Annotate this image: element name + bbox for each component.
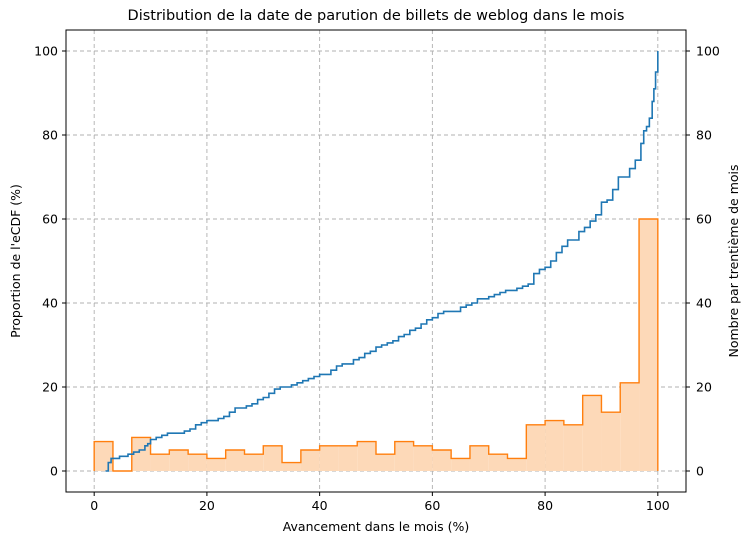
x-tick-label: 100 [646,498,670,513]
histogram-bar [451,458,470,471]
x-tick-label: 80 [537,498,553,513]
x-tick-label: 40 [312,498,328,513]
y-tick-labels: 0 20 40 60 80 100 [34,44,58,479]
histogram-bar [620,382,640,471]
y-tick-label: 80 [42,128,58,143]
y-tick-label: 60 [42,212,58,227]
histogram-bar [526,424,546,471]
y-right-tick-label: 0 [696,464,704,479]
y-tick-label: 100 [34,44,58,59]
histogram-bar [469,445,489,471]
histogram-bar [150,454,170,471]
histogram-bar [225,450,245,471]
histogram-bar [394,441,414,471]
histogram-bar [169,450,189,471]
chart-title: Distribution de la date de parution de b… [128,8,625,24]
histogram-bar [244,454,264,471]
histogram-bar [282,462,301,471]
histogram-bar [488,454,508,471]
histogram-bar [206,458,226,471]
histogram-bar [188,454,207,471]
x-axis-label: Avancement dans le mois (%) [283,519,470,534]
x-tick-label: 20 [199,498,215,513]
histogram-bar [319,445,339,471]
ecdf-line [105,51,659,472]
histogram-bar [338,445,358,471]
y-right-tick-label: 40 [696,296,712,311]
y-tick-label: 0 [50,464,58,479]
x-tick-label: 60 [424,498,440,513]
histogram-bar [263,445,283,471]
y-right-tick-label: 100 [696,44,720,59]
histogram-bar [545,420,564,471]
histogram-bar [300,450,320,471]
y-right-tick-label: 80 [696,128,712,143]
histogram-bar [507,458,527,471]
histogram-bar [357,441,376,471]
y-tick-label: 40 [42,296,58,311]
y-right-tick-labels: 0 20 40 60 80 100 [696,44,720,479]
histogram-bar [639,219,658,471]
histogram-bar [601,412,621,471]
x-tick-labels: 0 20 40 60 80 100 [90,498,670,513]
x-tick-label: 0 [90,498,98,513]
ecdf-series [105,51,659,472]
histogram-outline [93,218,659,472]
histogram-bar [582,395,602,471]
histogram-bar [413,445,433,471]
y-right-tick-label: 60 [696,212,712,227]
plot-frame [65,29,687,493]
y-right-tick-label: 20 [696,380,712,395]
tick-marks [62,50,690,496]
histogram-bar [131,437,151,471]
y-tick-label: 20 [42,380,58,395]
y-axis-label: Proportion de l'eCDF (%) [8,184,23,338]
histogram-bar [94,441,113,471]
histogram-bar [376,454,395,471]
histogram-bar [432,450,452,471]
y-right-axis-label: Nombre par trentième de mois [726,164,741,357]
histogram-series [93,218,659,472]
histogram-bar [563,424,583,471]
